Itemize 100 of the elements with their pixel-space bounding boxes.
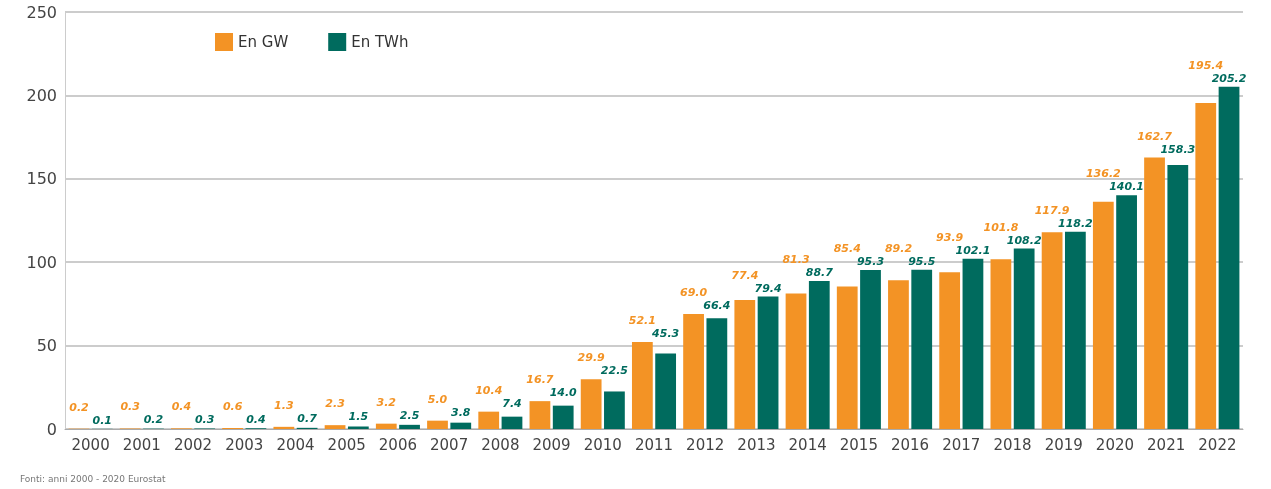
x-tick-label: 2018	[993, 435, 1032, 454]
bar	[427, 420, 448, 429]
bar	[604, 391, 625, 429]
x-tick-label: 2005	[327, 435, 366, 454]
data-label: 29.9	[577, 351, 606, 365]
x-tick-label: 2016	[890, 435, 930, 454]
bar	[1116, 195, 1137, 429]
data-label: 77.4	[731, 268, 759, 282]
bar	[683, 313, 704, 429]
data-label: 102.1	[955, 243, 991, 257]
data-label: 118.2	[1057, 216, 1094, 230]
x-tick-label: 2012	[686, 435, 725, 454]
bar	[757, 296, 779, 429]
bar	[836, 286, 858, 429]
data-label: 45.3	[651, 327, 680, 341]
data-label: 0.6	[222, 400, 243, 413]
data-label: 2.3	[325, 397, 346, 411]
bar	[990, 259, 1012, 429]
data-label: 0.3	[120, 400, 141, 414]
data-label: 101.8	[983, 220, 1019, 234]
data-label: 0.3	[194, 413, 215, 427]
x-tick-label: 2000	[71, 435, 110, 454]
x-tick-label: 2010	[583, 435, 622, 454]
data-label: 1.5	[348, 410, 369, 424]
x-tick-label: 2022	[1198, 435, 1237, 454]
data-label: 81.3	[782, 253, 810, 267]
bar	[273, 426, 295, 429]
data-label: 2.5	[399, 408, 420, 422]
bar	[1144, 157, 1165, 429]
bar	[808, 281, 830, 429]
data-label: 16.7	[526, 373, 554, 387]
data-label: 108.2	[1006, 233, 1042, 247]
data-label: 3.8	[451, 405, 471, 419]
x-tick-label: 2015	[839, 435, 878, 454]
bar	[478, 411, 500, 429]
bar	[399, 424, 420, 429]
data-label: 95.5	[908, 254, 936, 268]
y-tick-label: 200	[26, 85, 57, 105]
data-label: 14.0	[549, 386, 578, 400]
bar	[1092, 201, 1114, 429]
bar	[1195, 103, 1217, 429]
data-label: 136.2	[1085, 167, 1122, 181]
data-label: 66.4	[703, 298, 731, 312]
y-tick-label: 50	[36, 336, 57, 356]
bar	[1218, 86, 1240, 429]
bar	[734, 299, 756, 429]
data-label: 117.9	[1034, 203, 1070, 217]
x-tick-label: 2011	[634, 435, 674, 454]
y-tick-label: 100	[26, 252, 57, 272]
data-label: 79.4	[754, 281, 782, 295]
x-tick-label: 2009	[532, 435, 571, 454]
data-label: 93.9	[936, 230, 964, 244]
data-label: 0.2	[143, 413, 164, 427]
x-tick-label: 2014	[788, 435, 827, 454]
data-label: 0.2	[69, 400, 90, 414]
data-label: 0.7	[297, 411, 318, 425]
x-tick-label: 2008	[481, 435, 520, 454]
data-label: 69.0	[680, 285, 708, 299]
x-tick-label: 2004	[276, 435, 315, 454]
bar	[1064, 231, 1086, 429]
data-label: 95.3	[856, 255, 885, 269]
bar	[655, 353, 677, 429]
x-tick-label: 2006	[378, 435, 418, 454]
data-label: 158.3	[1160, 142, 1196, 156]
data-label: 89.2	[884, 241, 913, 255]
legend-label: En GW	[238, 33, 289, 51]
x-tick-label: 2003	[225, 435, 264, 454]
data-label: 162.7	[1137, 129, 1173, 143]
bar	[529, 401, 551, 429]
bar	[631, 342, 653, 429]
bar	[1041, 232, 1063, 429]
data-label: 195.4	[1188, 58, 1224, 72]
data-label: 52.1	[628, 314, 656, 328]
x-tick-label: 2013	[737, 435, 776, 454]
data-label: 0.4	[246, 413, 266, 426]
bar	[580, 379, 602, 429]
data-label: 85.4	[833, 242, 861, 256]
bar	[706, 318, 728, 429]
bar	[939, 272, 961, 429]
data-label: 5.0	[427, 392, 448, 406]
data-label: 140.1	[1109, 180, 1144, 194]
x-tick-label: 2001	[122, 435, 161, 454]
y-tick-label: 0	[46, 419, 57, 439]
bar	[785, 293, 807, 429]
bar	[501, 416, 523, 429]
x-tick-label: 2007	[430, 435, 469, 454]
bar	[888, 280, 909, 429]
x-tick-label: 2019	[1044, 435, 1083, 454]
bar	[911, 269, 933, 429]
bar	[324, 425, 346, 429]
y-tick-label: 150	[26, 169, 57, 189]
data-label: 0.4	[171, 400, 192, 414]
data-label: 10.4	[475, 383, 503, 397]
bar	[962, 258, 984, 429]
bar	[552, 405, 574, 429]
x-tick-label: 2002	[173, 435, 213, 454]
data-label: 205.2	[1211, 71, 1247, 85]
y-tick-label: 250	[26, 2, 57, 22]
x-tick-label: 2017	[942, 435, 981, 454]
data-label: 0.1	[92, 413, 112, 427]
